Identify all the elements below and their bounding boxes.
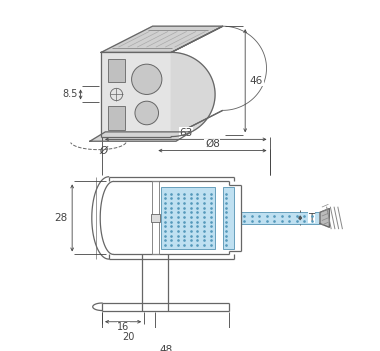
- Text: 8.5: 8.5: [63, 90, 78, 99]
- Polygon shape: [101, 26, 223, 52]
- Bar: [241, 212, 320, 224]
- Text: 46: 46: [250, 76, 263, 86]
- Text: 28: 28: [54, 213, 68, 223]
- Text: 20: 20: [123, 332, 135, 342]
- Circle shape: [135, 101, 158, 125]
- Bar: [108, 59, 125, 82]
- Text: T: T: [308, 213, 315, 223]
- Polygon shape: [101, 52, 171, 137]
- Polygon shape: [171, 52, 215, 137]
- Bar: [151, 214, 160, 222]
- Circle shape: [131, 64, 162, 94]
- Polygon shape: [90, 132, 192, 141]
- Bar: [161, 187, 215, 249]
- Bar: [108, 106, 125, 130]
- Polygon shape: [320, 208, 329, 227]
- Text: 16: 16: [117, 322, 129, 332]
- Bar: [223, 187, 234, 249]
- Text: 48: 48: [159, 345, 172, 351]
- Text: Ø8: Ø8: [205, 139, 220, 149]
- Text: Ø: Ø: [99, 145, 107, 155]
- Text: 63: 63: [179, 128, 192, 138]
